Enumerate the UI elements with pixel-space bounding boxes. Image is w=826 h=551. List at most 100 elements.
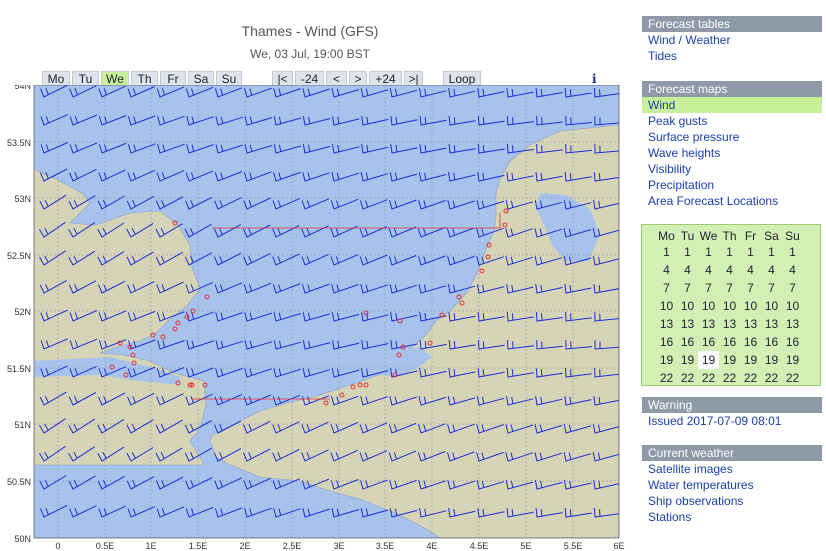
next-button[interactable]: >	[349, 71, 367, 86]
wind-map[interactable]: 54N 53.5N 53N 52.5N 52N 51.5N 51N 50.5N 50N 0 0.5…	[0, 85, 626, 551]
wind-barb	[564, 396, 592, 406]
wind-barb	[39, 194, 67, 210]
forecast-maps-panel: Forecast maps Wind Peak gusts Surface pres…	[642, 81, 822, 209]
link-tides[interactable]: Tides	[648, 49, 677, 63]
calendar-day[interactable]: 1	[663, 245, 670, 259]
wind-barb	[330, 225, 358, 238]
link-water-temperatures[interactable]: Water temperatures	[648, 478, 754, 492]
calendar-day[interactable]: 7	[789, 281, 796, 295]
calendar-day[interactable]: 1	[789, 245, 796, 259]
day-tab-mo[interactable]: Mo	[42, 71, 70, 86]
calendar-day[interactable]: 13	[764, 317, 779, 331]
calendar-day[interactable]: 4	[747, 263, 754, 277]
calendar-day[interactable]: 4	[768, 263, 775, 277]
calendar-day[interactable]: 19	[722, 353, 737, 367]
calendar-day[interactable]: 4	[663, 263, 670, 277]
calendar-day[interactable]: 19	[659, 353, 674, 367]
link-area-forecast-locations[interactable]: Area Forecast Locations	[648, 194, 779, 208]
link-surface-pressure[interactable]: Surface pressure	[648, 130, 740, 144]
wind-barb	[68, 475, 96, 490]
calendar-day[interactable]: 10	[680, 299, 695, 313]
day-tab-th[interactable]: Th	[131, 71, 158, 86]
calendar-day[interactable]: 13	[785, 317, 800, 331]
last-button[interactable]: >|	[404, 71, 423, 86]
forward-24-button[interactable]: +24	[369, 71, 402, 86]
calendar-day[interactable]: 22	[659, 371, 674, 385]
calendar-day[interactable]: 16	[764, 335, 779, 349]
calendar-day[interactable]: 22	[743, 371, 758, 385]
calendar-day[interactable]: 1	[747, 245, 754, 259]
calendar-day[interactable]: 22	[680, 371, 695, 385]
calendar-day[interactable]: 10	[743, 299, 758, 313]
calendar-day[interactable]: 19	[743, 353, 758, 367]
calendar-day[interactable]: 7	[705, 281, 712, 295]
calendar-day[interactable]: 16	[701, 335, 716, 349]
first-button[interactable]: |<	[272, 71, 293, 86]
calendar-day[interactable]: 1	[726, 245, 733, 259]
wind-barb	[186, 367, 214, 378]
calendar-day[interactable]: 13	[680, 317, 695, 331]
day-tab-sa[interactable]: Sa	[188, 71, 214, 86]
calendar-day[interactable]: 7	[663, 281, 670, 295]
calendar-day[interactable]: 22	[785, 371, 800, 385]
link-satellite-images[interactable]: Satellite images	[648, 462, 733, 476]
calendar-day[interactable]: 7	[747, 281, 754, 295]
calendar-day[interactable]: 4	[684, 263, 691, 277]
back-24-button[interactable]: -24	[295, 71, 324, 86]
calendar-day[interactable]: 1	[705, 245, 712, 259]
calendar-day[interactable]: 16	[743, 335, 758, 349]
location-marker	[130, 352, 136, 358]
link-wind[interactable]: Wind	[642, 97, 822, 113]
link-peak-gusts[interactable]: Peak gusts	[648, 114, 708, 128]
calendar-day[interactable]: 1	[768, 245, 775, 259]
calendar-day[interactable]: 10	[659, 299, 674, 313]
calendar-day[interactable]: 19	[698, 351, 719, 369]
wind-barb	[330, 479, 359, 490]
link-stations[interactable]: Stations	[648, 510, 692, 524]
calendar-day[interactable]: 10	[785, 299, 800, 313]
info-icon[interactable]: i	[592, 72, 597, 86]
calendar-day[interactable]: 19	[680, 353, 695, 367]
calendar-day[interactable]: 7	[768, 281, 775, 295]
day-tab-we[interactable]: We	[101, 71, 129, 86]
day-tab-su[interactable]: Su	[216, 71, 242, 86]
wind-barb	[184, 252, 213, 266]
calendar-day[interactable]: 10	[701, 299, 716, 313]
calendar-day[interactable]: 22	[722, 371, 737, 385]
calendar-day[interactable]: 16	[722, 335, 737, 349]
loop-button[interactable]: Loop	[443, 71, 481, 86]
day-tab-tu[interactable]: Tu	[72, 71, 99, 86]
calendar-day[interactable]: 13	[659, 317, 674, 331]
calendar-day[interactable]: 13	[722, 317, 737, 331]
location-marker	[127, 344, 133, 350]
wind-barb	[448, 172, 476, 182]
calendar-day[interactable]: 1	[684, 245, 691, 259]
warning-issued-link[interactable]: Issued 2017-07-09 08:01	[648, 414, 782, 428]
calendar-day[interactable]: 16	[785, 335, 800, 349]
calendar-day[interactable]: 16	[680, 335, 695, 349]
link-wave-heights[interactable]: Wave heights	[648, 146, 721, 160]
calendar-day[interactable]: 16	[659, 335, 674, 349]
calendar-day[interactable]: 4	[705, 263, 712, 277]
calendar-day[interactable]: 13	[743, 317, 758, 331]
wind-barb	[505, 200, 534, 210]
calendar-day[interactable]: 4	[726, 263, 733, 277]
wind-barb	[447, 480, 475, 490]
calendar-day[interactable]: 13	[701, 317, 716, 331]
link-visibility[interactable]: Visibility	[648, 162, 692, 176]
calendar-day[interactable]: 10	[764, 299, 779, 313]
calendar-day[interactable]: 19	[764, 353, 779, 367]
calendar-day[interactable]: 7	[726, 281, 733, 295]
calendar-day[interactable]: 7	[684, 281, 691, 295]
calendar-day[interactable]: 19	[785, 353, 800, 367]
calendar-day[interactable]: 22	[701, 371, 716, 385]
calendar-day[interactable]: 10	[722, 299, 737, 313]
calendar-day[interactable]: 22	[764, 371, 779, 385]
wind-barb	[97, 251, 125, 266]
link-precipitation[interactable]: Precipitation	[648, 178, 715, 192]
prev-button[interactable]: <	[326, 71, 347, 86]
day-tab-fr[interactable]: Fr	[160, 71, 186, 86]
link-ship-observations[interactable]: Ship observations	[648, 494, 744, 508]
calendar-day[interactable]: 4	[789, 263, 796, 277]
link-wind-weather[interactable]: Wind / Weather	[648, 33, 731, 47]
